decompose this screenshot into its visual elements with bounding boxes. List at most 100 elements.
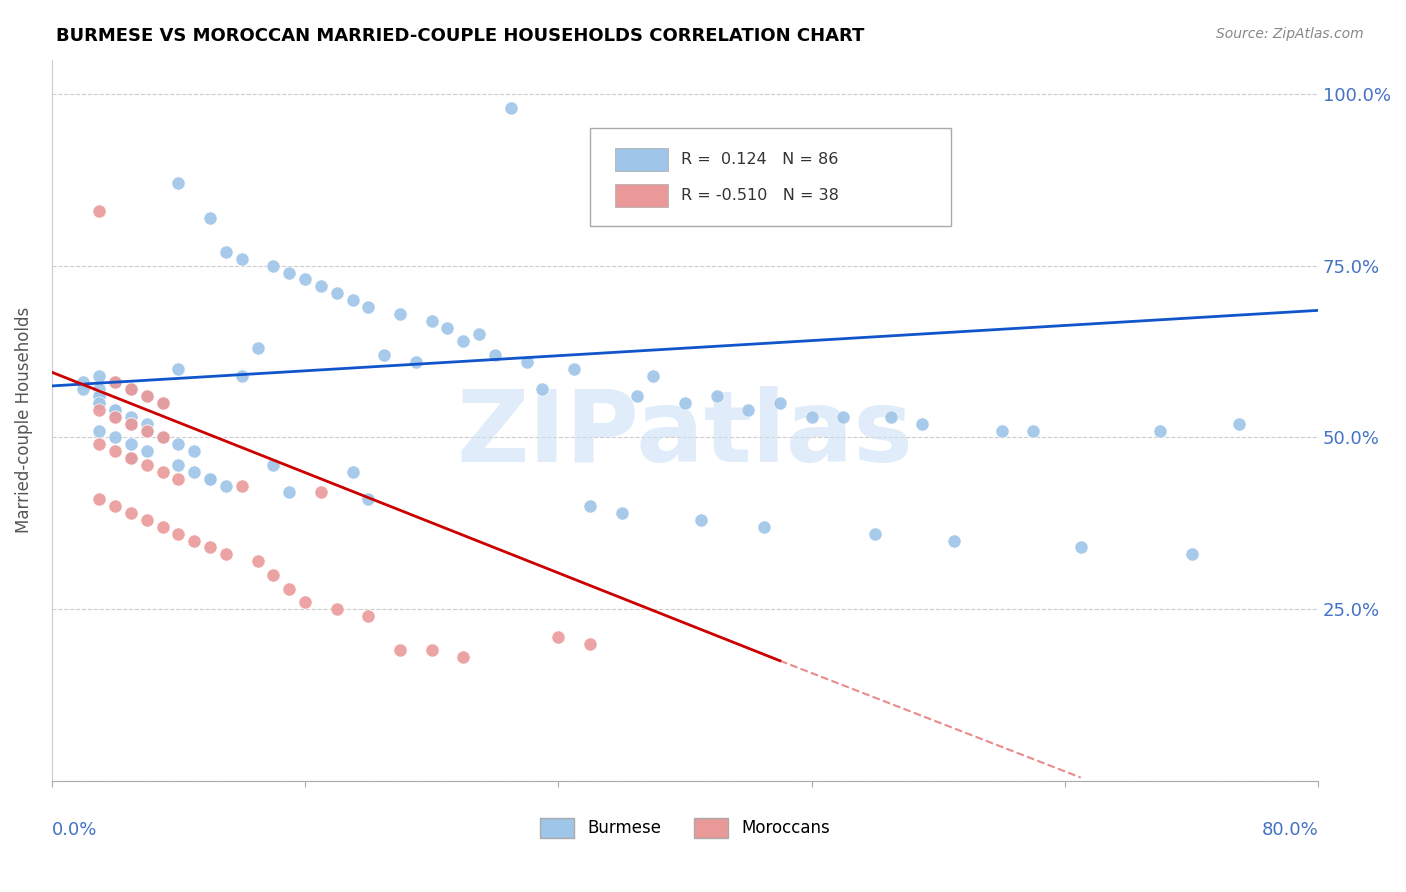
Point — [198, 211, 221, 225]
Point — [89, 389, 111, 403]
Point — [89, 383, 111, 397]
Point — [104, 499, 127, 513]
Point — [643, 368, 665, 383]
Point — [562, 361, 585, 376]
Point — [198, 541, 221, 555]
Text: BURMESE VS MOROCCAN MARRIED-COUPLE HOUSEHOLDS CORRELATION CHART: BURMESE VS MOROCCAN MARRIED-COUPLE HOUSE… — [56, 27, 865, 45]
Point — [167, 526, 190, 541]
Point — [152, 430, 174, 444]
Point — [72, 383, 94, 397]
Point — [198, 472, 221, 486]
Text: R =  0.124   N = 86: R = 0.124 N = 86 — [681, 153, 838, 168]
Point — [769, 396, 792, 410]
Point — [373, 348, 395, 362]
Point — [89, 368, 111, 383]
Legend: Burmese, Moroccans: Burmese, Moroccans — [533, 811, 837, 845]
Point — [278, 582, 301, 596]
Point — [325, 286, 347, 301]
Point — [215, 478, 238, 492]
Point — [120, 506, 142, 520]
Point — [357, 609, 380, 624]
Point — [405, 355, 427, 369]
Point — [89, 437, 111, 451]
Text: ZIPatlas: ZIPatlas — [457, 386, 914, 483]
Text: 80.0%: 80.0% — [1261, 821, 1319, 838]
Point — [342, 465, 364, 479]
Point — [689, 513, 711, 527]
Point — [1227, 417, 1250, 431]
Point — [120, 437, 142, 451]
Point — [262, 567, 284, 582]
Point — [89, 396, 111, 410]
Point — [943, 533, 966, 548]
Point — [135, 389, 157, 403]
Point — [342, 293, 364, 307]
Point — [120, 417, 142, 431]
Point — [610, 506, 633, 520]
Point — [547, 630, 569, 644]
Point — [152, 465, 174, 479]
Point — [152, 520, 174, 534]
Point — [579, 499, 602, 513]
Point — [183, 533, 205, 548]
Point — [453, 334, 475, 349]
Point — [388, 643, 411, 657]
Point — [579, 636, 602, 650]
Point — [595, 142, 617, 156]
Point — [436, 320, 458, 334]
Point — [516, 355, 538, 369]
Point — [357, 300, 380, 314]
Point — [104, 409, 127, 424]
Point — [152, 396, 174, 410]
Point — [104, 444, 127, 458]
FancyBboxPatch shape — [591, 128, 950, 226]
Text: Source: ZipAtlas.com: Source: ZipAtlas.com — [1216, 27, 1364, 41]
Point — [499, 101, 522, 115]
Point — [911, 417, 934, 431]
Point — [309, 279, 332, 293]
Point — [246, 341, 269, 355]
Point — [262, 458, 284, 472]
Point — [135, 389, 157, 403]
Point — [215, 547, 238, 561]
Point — [1022, 424, 1045, 438]
Point — [72, 376, 94, 390]
Point — [357, 492, 380, 507]
Point — [484, 348, 506, 362]
Point — [120, 409, 142, 424]
Point — [104, 376, 127, 390]
Y-axis label: Married-couple Households: Married-couple Households — [15, 307, 32, 533]
Point — [183, 444, 205, 458]
Point — [89, 424, 111, 438]
Point — [135, 424, 157, 438]
Point — [120, 383, 142, 397]
Point — [420, 643, 443, 657]
Point — [135, 417, 157, 431]
Point — [752, 520, 775, 534]
Point — [167, 472, 190, 486]
Point — [325, 602, 347, 616]
Point — [863, 526, 886, 541]
Point — [706, 389, 728, 403]
Point — [120, 451, 142, 466]
Point — [104, 430, 127, 444]
Point — [120, 417, 142, 431]
Point — [1149, 424, 1171, 438]
Point — [453, 650, 475, 665]
Point — [673, 396, 696, 410]
FancyBboxPatch shape — [616, 185, 668, 208]
Point — [531, 383, 554, 397]
Text: R = -0.510   N = 38: R = -0.510 N = 38 — [681, 188, 839, 203]
Point — [135, 424, 157, 438]
Point — [120, 451, 142, 466]
Point — [167, 176, 190, 190]
Point — [104, 403, 127, 417]
Point — [246, 554, 269, 568]
Point — [135, 458, 157, 472]
Point — [990, 424, 1012, 438]
Point — [737, 403, 759, 417]
Point — [89, 492, 111, 507]
Point — [135, 513, 157, 527]
Point — [278, 266, 301, 280]
Point — [278, 485, 301, 500]
